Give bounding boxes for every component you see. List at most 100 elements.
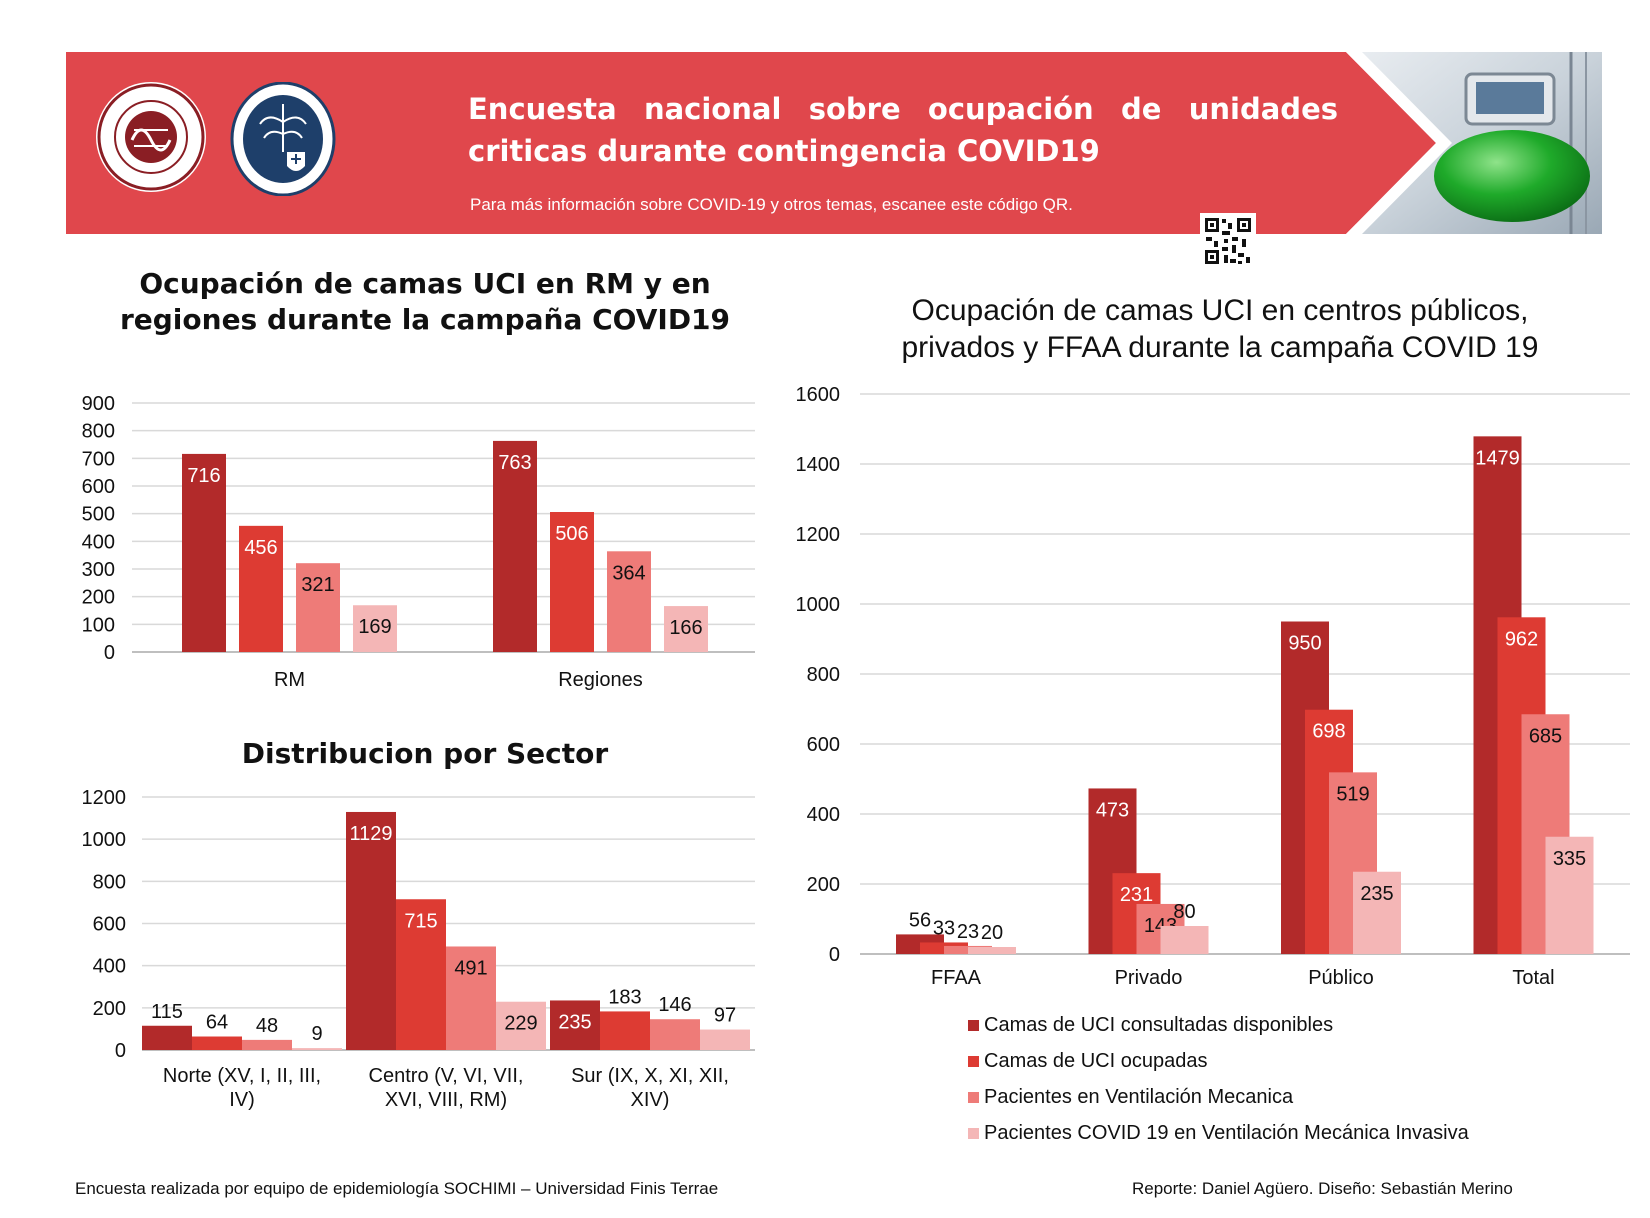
data-label: 20 xyxy=(981,922,1003,944)
y-tick-label: 100 xyxy=(82,614,115,636)
bar xyxy=(346,811,396,1050)
y-tick-label: 600 xyxy=(807,734,840,756)
data-label: 115 xyxy=(151,1001,183,1023)
category-label: Total xyxy=(1512,967,1554,989)
y-tick-label: 200 xyxy=(82,587,115,609)
y-tick-label: 700 xyxy=(82,448,115,470)
bar xyxy=(296,563,340,652)
y-tick-label: 200 xyxy=(807,874,840,896)
bar xyxy=(292,1048,342,1050)
bar xyxy=(182,453,226,652)
bar xyxy=(493,440,537,652)
legend-swatch xyxy=(968,1092,979,1103)
bar xyxy=(1473,436,1522,955)
bar xyxy=(920,942,968,954)
legend-item: Pacientes en Ventilación Mecanica xyxy=(968,1079,1469,1115)
y-tick-label: 400 xyxy=(807,804,840,826)
data-label: 715 xyxy=(404,910,437,932)
header-banner xyxy=(66,52,1602,269)
bar xyxy=(1545,836,1594,954)
legend: Camas de UCI consultadas disponibles Cama… xyxy=(968,1007,1469,1151)
legend-item: Pacientes COVID 19 en Ventilación Mecáni… xyxy=(968,1115,1469,1151)
y-tick-label: 1200 xyxy=(796,524,841,546)
y-tick-label: 500 xyxy=(82,504,115,526)
bar xyxy=(1305,709,1353,954)
bar xyxy=(142,1025,192,1050)
data-label: 1479 xyxy=(1475,447,1520,469)
data-label: 716 xyxy=(187,465,220,487)
category-label: Centro (V, VI, VII, XVI, VIII, RM) xyxy=(369,1065,524,1111)
y-tick-label: 1600 xyxy=(796,384,841,406)
y-tick-label: 1400 xyxy=(796,454,841,476)
bar xyxy=(944,945,992,954)
data-label: 235 xyxy=(1360,883,1393,905)
data-label: 698 xyxy=(1312,721,1345,743)
qr-code-icon[interactable] xyxy=(1200,213,1256,269)
y-tick-label: 600 xyxy=(82,476,115,498)
y-tick-label: 0 xyxy=(829,944,840,966)
bar xyxy=(1329,772,1377,954)
bar xyxy=(550,1000,600,1050)
y-tick-label: 800 xyxy=(93,871,126,893)
data-label: 1129 xyxy=(349,823,392,845)
y-tick-label: 0 xyxy=(104,642,115,664)
chart-title-tipo-centro: Ocupación de camas UCI en centros públic… xyxy=(901,294,1539,364)
bar xyxy=(192,1036,242,1050)
data-label: 169 xyxy=(358,616,391,638)
data-label: 321 xyxy=(301,574,334,596)
y-tick-label: 300 xyxy=(82,559,115,581)
data-label: 685 xyxy=(1529,725,1562,747)
bar xyxy=(1353,871,1401,954)
data-label: 950 xyxy=(1288,633,1321,655)
data-label: 235 xyxy=(558,1011,591,1033)
y-tick-label: 900 xyxy=(82,393,115,415)
footer-left: Encuesta realizada por equipo de epidemi… xyxy=(75,1179,719,1198)
footer-right: Reporte: Daniel Agüero. Diseño: Sebastiá… xyxy=(1132,1179,1513,1198)
bar xyxy=(242,1039,292,1050)
data-label: 146 xyxy=(658,994,691,1016)
data-label: 143 xyxy=(1144,915,1177,937)
chart-tipo-centro: 0 200 400 600 800 1000 1200 1400 1600 56 33 23 20 FFA… xyxy=(796,384,1630,989)
bar xyxy=(396,899,446,1050)
bar xyxy=(239,525,283,652)
data-label: 80 xyxy=(1173,901,1195,923)
category-label: RM xyxy=(274,669,305,691)
chart-title-sector: Distribucion por Sector xyxy=(241,737,609,770)
bar xyxy=(1521,714,1570,954)
legend-swatch xyxy=(968,1020,979,1031)
banner-subtitle: Para más información sobre COVID-19 y ot… xyxy=(470,195,1073,214)
y-tick-label: 400 xyxy=(93,956,126,978)
y-tick-label: 400 xyxy=(82,531,115,553)
y-tick-label: 600 xyxy=(93,914,126,936)
bar xyxy=(550,512,594,652)
data-label: 491 xyxy=(454,957,487,979)
bar xyxy=(968,947,1016,954)
data-label: 506 xyxy=(555,523,588,545)
data-label: 962 xyxy=(1505,628,1538,650)
data-label: 64 xyxy=(206,1012,228,1034)
y-tick-label: 0 xyxy=(115,1040,126,1062)
category-label: Privado xyxy=(1115,967,1183,989)
bar xyxy=(1136,903,1185,954)
data-label: 97 xyxy=(714,1005,736,1027)
y-tick-label: 800 xyxy=(82,421,115,443)
chart-rm-regiones: 0 100 200 300 400 500 600 700 800 900 716 456 321 169… xyxy=(82,393,755,691)
bar xyxy=(1497,617,1546,954)
bar xyxy=(1281,621,1329,954)
chart-sector: 0 200 400 600 800 1000 1200 115 64 48 9 Norte (XV, … xyxy=(82,787,755,1111)
data-label: 166 xyxy=(669,617,702,639)
legend-swatch xyxy=(968,1128,979,1139)
data-label: 183 xyxy=(608,986,641,1008)
legend-label: Pacientes COVID 19 en Ventilación Mecáni… xyxy=(984,1122,1469,1144)
data-label: 48 xyxy=(256,1015,278,1037)
data-label: 763 xyxy=(498,452,531,474)
data-label: 473 xyxy=(1096,799,1129,821)
data-label: 335 xyxy=(1553,848,1586,870)
bar xyxy=(607,551,651,652)
data-label: 364 xyxy=(612,562,645,584)
bar xyxy=(1088,788,1137,954)
bar xyxy=(496,1001,546,1050)
category-label: Público xyxy=(1308,967,1374,989)
banner-shape xyxy=(66,52,1602,234)
bar xyxy=(664,606,708,652)
